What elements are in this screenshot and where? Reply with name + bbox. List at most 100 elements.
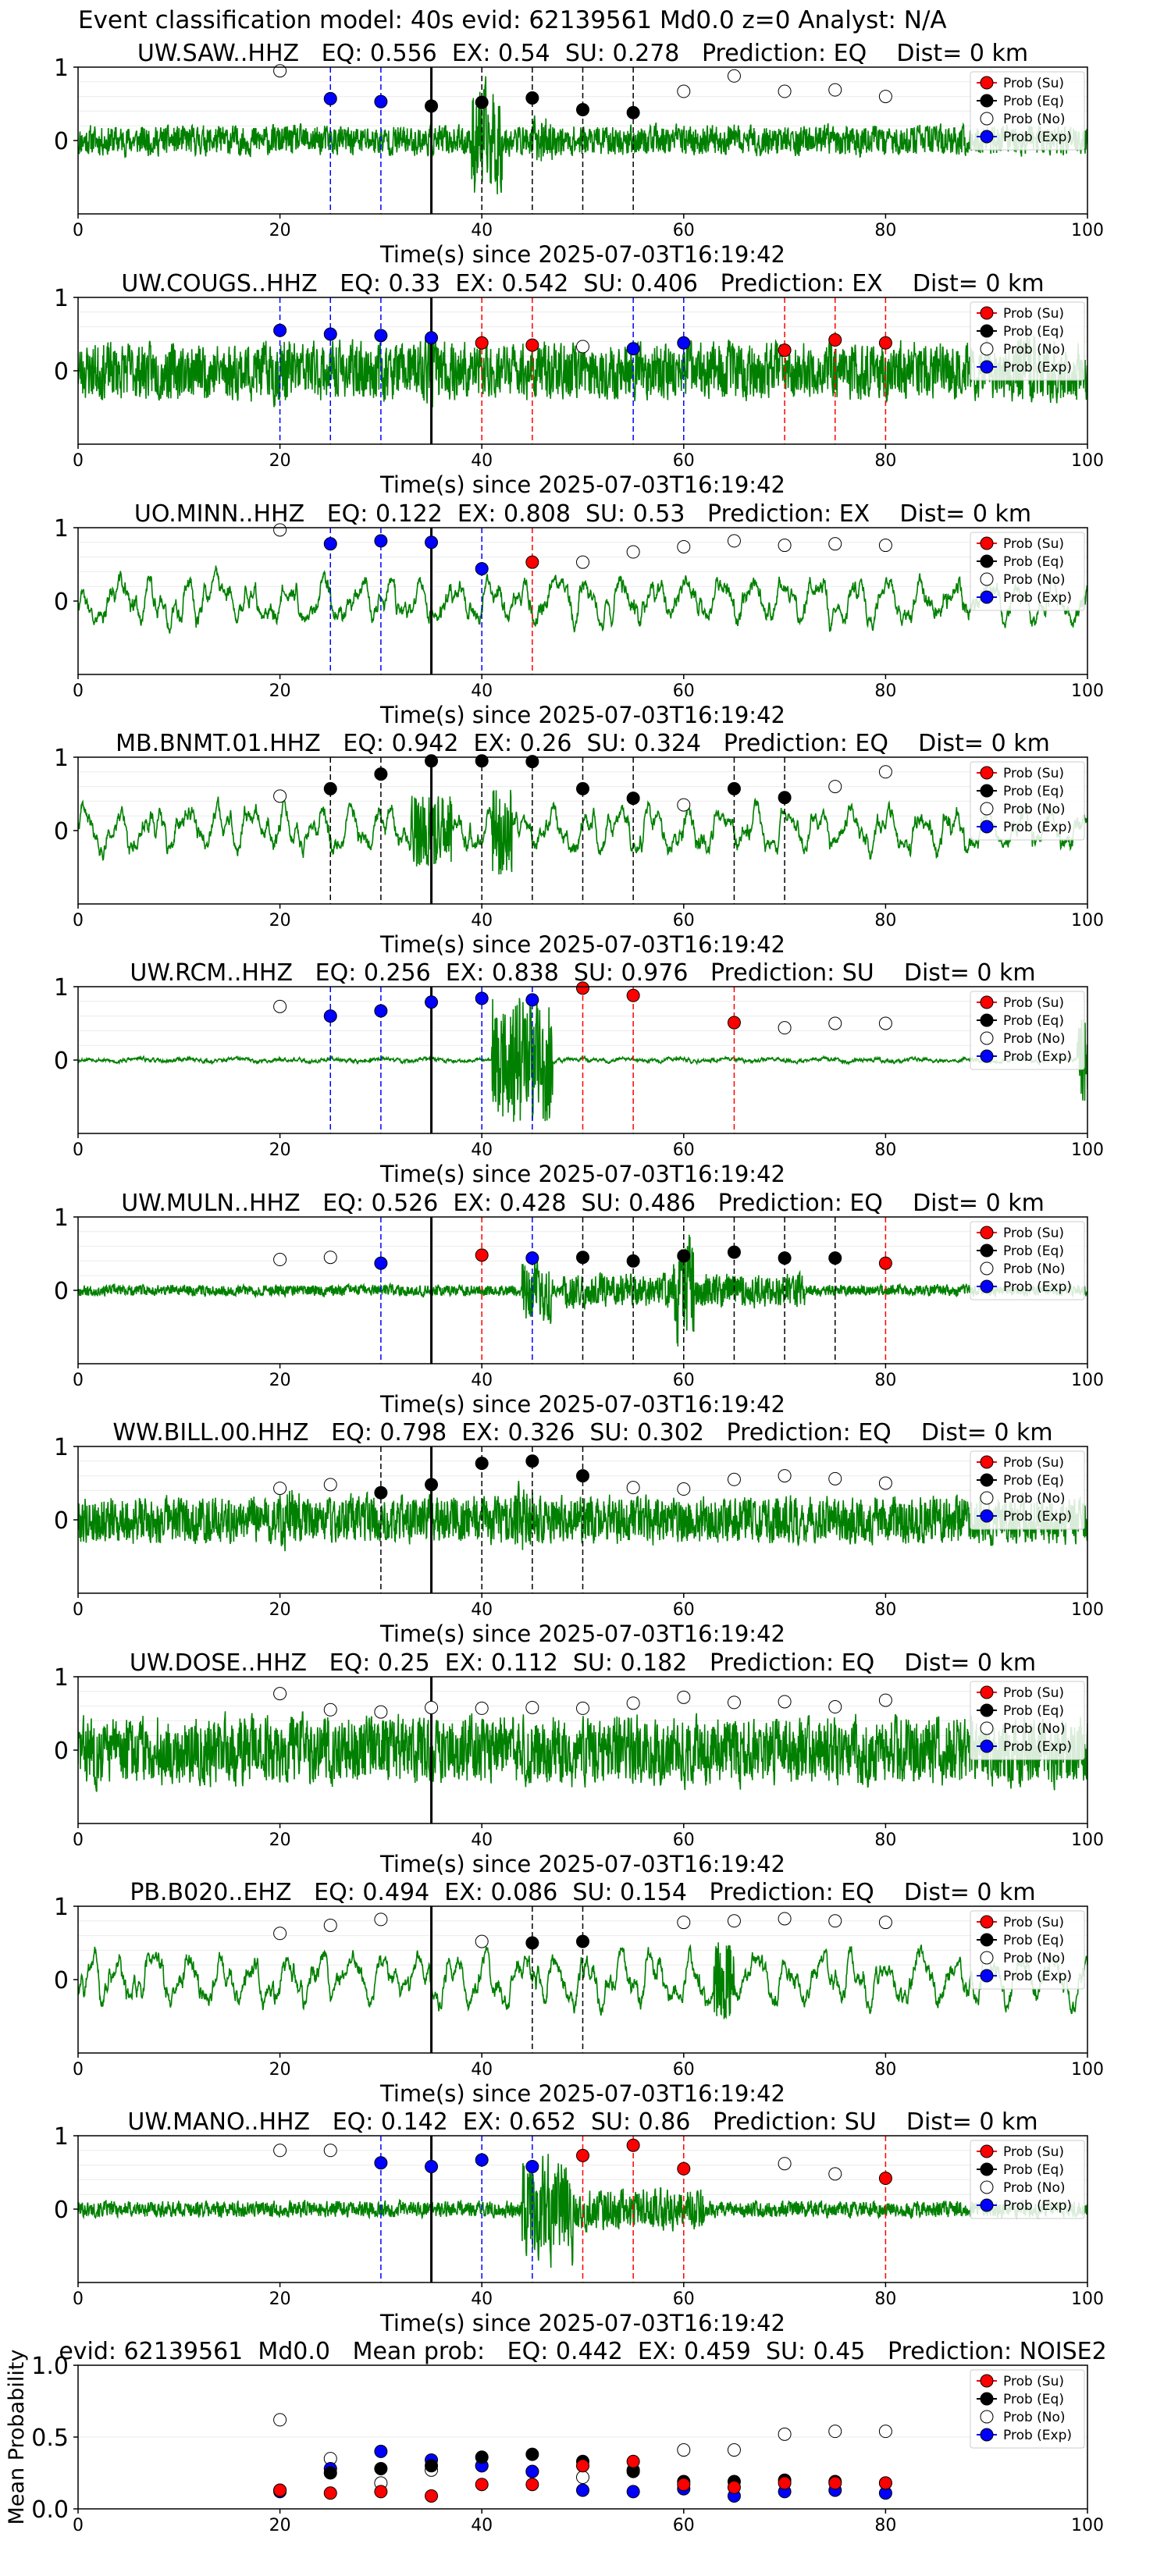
prob-marker-no <box>778 1695 792 1709</box>
x-tick-label: 100 <box>1071 1600 1104 1620</box>
prob-marker-su <box>778 343 792 358</box>
y-tick-label: 1 <box>54 515 69 543</box>
prob-marker-eq <box>727 1245 741 1259</box>
x-tick-label: 0 <box>73 2516 84 2535</box>
prob-marker-exp <box>475 562 489 576</box>
legend-box <box>970 71 1085 151</box>
legend-box <box>970 2140 1085 2219</box>
mean-prob-marker-exp <box>374 2444 388 2458</box>
subplot-9: UW.MANO..HHZ EQ: 0.142 EX: 0.652 SU: 0.8… <box>54 2108 1104 2336</box>
x-tick-label: 40 <box>471 451 493 471</box>
prob-marker-su <box>626 2138 640 2152</box>
legend-label-exp: Prob (Exp) <box>1003 2198 1072 2214</box>
legend-marker-eq <box>980 1244 994 1258</box>
prob-marker-eq <box>828 1251 842 1265</box>
legend-marker-eq <box>980 1933 994 1947</box>
legend-label-su: Prob (Su) <box>1003 1455 1064 1471</box>
prob-marker-no <box>878 90 892 104</box>
legend-box <box>970 991 1085 1070</box>
x-tick-label: 80 <box>874 451 896 471</box>
mean-prob-marker-no <box>273 2413 287 2427</box>
x-axis-label: Time(s) since 2025-07-03T16:19:42 <box>379 1851 785 1877</box>
x-tick-label: 40 <box>471 2516 493 2535</box>
prob-marker-exp <box>425 995 439 1009</box>
x-tick-label: 0 <box>73 2290 84 2309</box>
mean-prob-marker-su <box>626 2454 640 2468</box>
mean-prob-marker-no <box>576 2471 589 2485</box>
legend-label-exp: Prob (Exp) <box>1003 360 1072 375</box>
prob-marker-eq <box>576 103 589 117</box>
mean-prob-marker-su <box>576 2459 589 2473</box>
legend-marker-exp <box>980 820 994 834</box>
subplot-10: Mean Probability evid: 62139561 Md0.0 Mea… <box>5 2338 1107 2535</box>
prob-marker-exp <box>525 1251 539 1265</box>
legend-label-su: Prob (Su) <box>1003 306 1064 322</box>
prob-marker-no <box>778 1469 792 1483</box>
x-tick-label: 60 <box>673 2290 695 2309</box>
legend-label-eq: Prob (Eq) <box>1003 784 1064 799</box>
legend-label-su: Prob (Su) <box>1003 1915 1064 1930</box>
x-tick-label: 100 <box>1071 2060 1104 2080</box>
prob-marker-exp <box>475 991 489 1005</box>
mean-prob-marker-no <box>727 2443 741 2457</box>
legend-marker-exp <box>980 1969 994 1983</box>
x-axis-label: Time(s) since 2025-07-03T16:19:42 <box>379 1621 785 1647</box>
x-tick-label: 40 <box>471 1831 493 1850</box>
prob-marker-eq <box>525 91 539 105</box>
x-tick-label: 60 <box>673 1371 695 1390</box>
legend-label-no: Prob (No) <box>1003 572 1066 588</box>
legend-marker-su <box>980 1226 994 1240</box>
prob-marker-no <box>828 83 842 97</box>
legend-marker-su <box>980 766 994 780</box>
prob-marker-su <box>576 981 589 995</box>
x-tick-label: 20 <box>269 1140 291 1160</box>
prob-marker-eq <box>576 1934 589 1948</box>
mean-prob-marker-su <box>425 2489 439 2503</box>
prob-marker-no <box>677 1482 691 1496</box>
prob-marker-no <box>626 545 640 559</box>
x-tick-label: 60 <box>673 1831 695 1850</box>
x-tick-label: 80 <box>874 221 896 240</box>
legend-marker-no <box>980 342 994 356</box>
x-tick-label: 20 <box>269 2516 291 2535</box>
legend-marker-eq <box>980 1013 994 1027</box>
legend-label-no: Prob (No) <box>1003 2410 1066 2425</box>
prob-marker-exp <box>425 331 439 345</box>
prob-marker-exp <box>374 2156 388 2170</box>
x-tick-label: 60 <box>673 681 695 701</box>
y-tick-label: 0.0 <box>31 2496 69 2524</box>
legend-label-no: Prob (No) <box>1003 1951 1066 1966</box>
prob-marker-eq <box>576 781 589 795</box>
subplot-title: evid: 62139561 Md0.0 Mean prob: EQ: 0.44… <box>59 2338 1106 2365</box>
legend-label-exp: Prob (Exp) <box>1003 130 1072 145</box>
mean-prob-marker-no <box>828 2425 842 2439</box>
x-tick-label: 80 <box>874 1600 896 1620</box>
prob-marker-eq <box>425 1478 439 1492</box>
mean-prob-marker-eq <box>374 2461 388 2475</box>
legend-marker-no <box>980 2410 994 2424</box>
prob-marker-exp <box>425 2159 439 2173</box>
x-tick-label: 20 <box>269 1600 291 1620</box>
legend-marker-eq <box>980 784 994 798</box>
prob-marker-eq <box>525 1454 539 1468</box>
prob-marker-no <box>323 1251 337 1265</box>
x-tick-label: 20 <box>269 2290 291 2309</box>
x-tick-label: 20 <box>269 1371 291 1390</box>
prob-marker-no <box>273 2144 287 2158</box>
legend-label-no: Prob (No) <box>1003 342 1066 358</box>
subplot-title: UW.DOSE..HHZ EQ: 0.25 EX: 0.112 SU: 0.18… <box>130 1649 1036 1677</box>
x-tick-label: 60 <box>673 221 695 240</box>
y-tick-label: 1 <box>54 1204 69 1232</box>
legend-marker-exp <box>980 360 994 374</box>
prob-marker-eq <box>778 791 792 805</box>
x-tick-label: 0 <box>73 221 84 240</box>
prob-marker-eq <box>778 1251 792 1265</box>
prob-marker-su <box>475 1248 489 1262</box>
legend-marker-eq <box>980 1703 994 1717</box>
legend-box <box>970 761 1085 841</box>
legend-box <box>970 1681 1085 1760</box>
x-tick-label: 80 <box>874 1831 896 1850</box>
subplot-2: UO.MINN..HHZ EQ: 0.122 EX: 0.808 SU: 0.5… <box>54 500 1104 728</box>
mean-prob-marker-su <box>727 2480 741 2494</box>
legend-label-exp: Prob (Exp) <box>1003 2428 1072 2443</box>
